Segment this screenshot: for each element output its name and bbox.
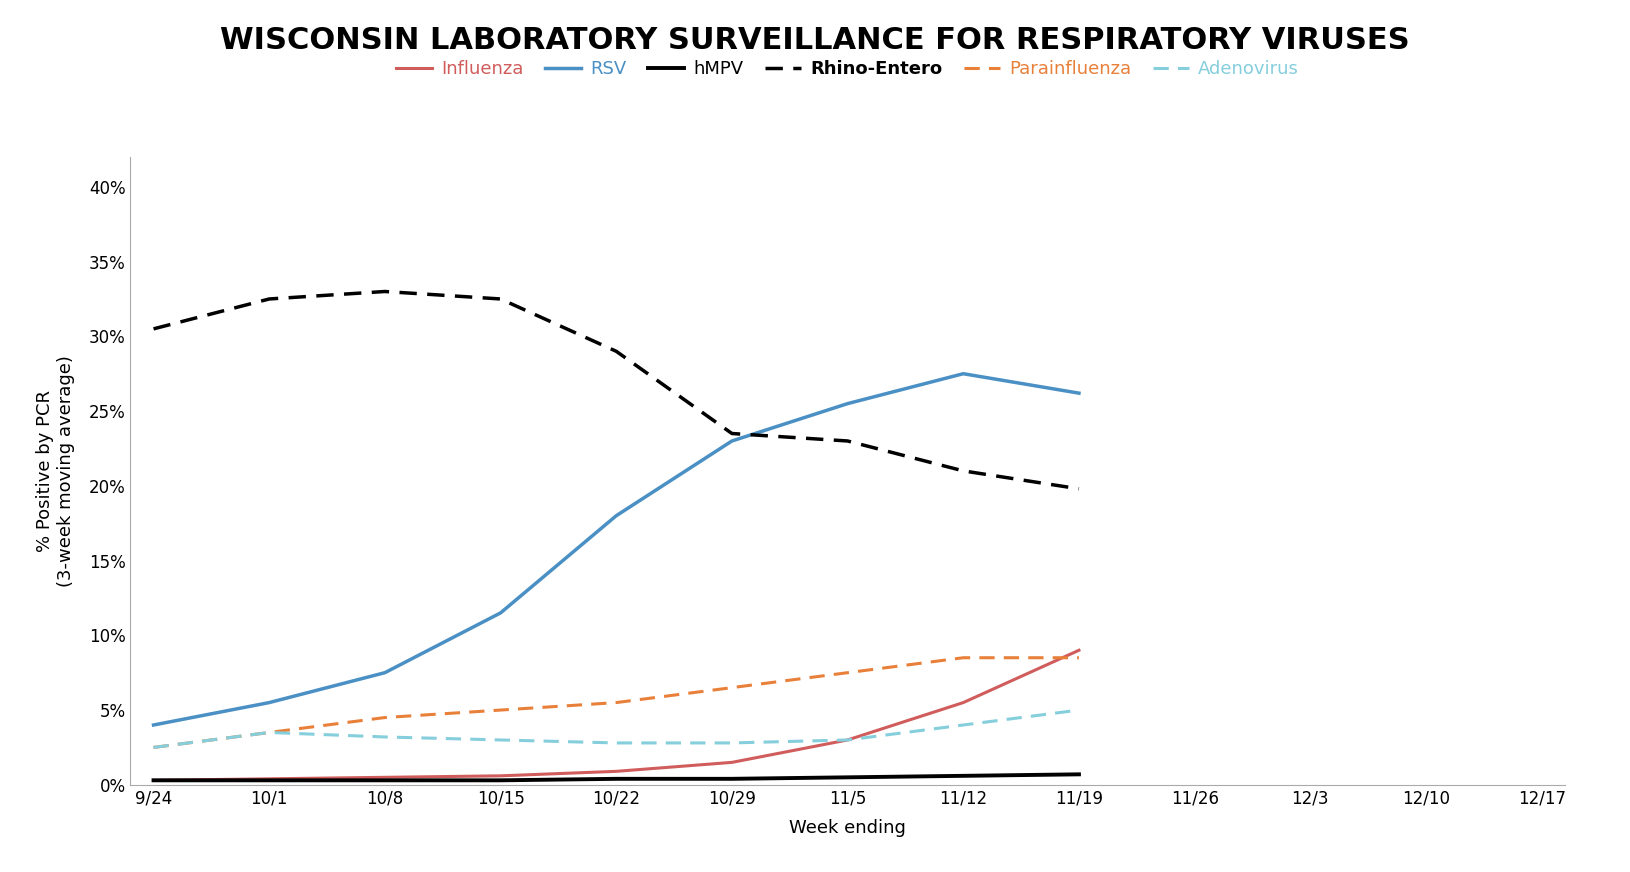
Parainfluenza bbox=[375, 712, 394, 723]
Parainfluenza bbox=[606, 698, 626, 708]
hMPV bbox=[143, 775, 163, 786]
Adenovirus bbox=[143, 742, 163, 753]
Parainfluenza bbox=[838, 667, 857, 678]
hMPV bbox=[375, 775, 394, 786]
Influenza bbox=[1069, 645, 1089, 656]
Adenovirus bbox=[1069, 705, 1089, 715]
Line: RSV: RSV bbox=[153, 374, 1079, 725]
Parainfluenza bbox=[1069, 652, 1089, 663]
RSV bbox=[375, 667, 394, 678]
Influenza bbox=[606, 766, 626, 777]
RSV bbox=[143, 719, 163, 730]
Influenza bbox=[143, 775, 163, 786]
Influenza bbox=[375, 772, 394, 782]
hMPV bbox=[606, 773, 626, 784]
Influenza bbox=[838, 735, 857, 746]
RSV bbox=[838, 399, 857, 409]
Influenza bbox=[722, 757, 742, 767]
Adenovirus bbox=[606, 738, 626, 748]
hMPV bbox=[954, 771, 973, 781]
Parainfluenza bbox=[491, 705, 510, 715]
RSV bbox=[722, 436, 742, 446]
RSV bbox=[606, 510, 626, 521]
Parainfluenza bbox=[259, 727, 279, 738]
Line: Parainfluenza: Parainfluenza bbox=[153, 657, 1079, 747]
Influenza bbox=[954, 698, 973, 708]
Parainfluenza bbox=[722, 683, 742, 693]
Influenza bbox=[259, 773, 279, 784]
RSV bbox=[954, 369, 973, 379]
Rhino-Entero bbox=[606, 346, 626, 357]
Rhino-Entero bbox=[722, 428, 742, 439]
hMPV bbox=[838, 772, 857, 782]
Line: hMPV: hMPV bbox=[153, 774, 1079, 780]
Legend: Influenza, RSV, hMPV, Rhino-Entero, Parainfluenza, Adenovirus: Influenza, RSV, hMPV, Rhino-Entero, Para… bbox=[390, 53, 1306, 85]
Text: WISCONSIN LABORATORY SURVEILLANCE FOR RESPIRATORY VIRUSES: WISCONSIN LABORATORY SURVEILLANCE FOR RE… bbox=[220, 26, 1410, 55]
Adenovirus bbox=[954, 719, 973, 730]
Rhino-Entero bbox=[375, 286, 394, 296]
Adenovirus bbox=[838, 735, 857, 746]
Rhino-Entero bbox=[143, 324, 163, 334]
hMPV bbox=[722, 773, 742, 784]
Adenovirus bbox=[722, 738, 742, 748]
Rhino-Entero bbox=[1069, 484, 1089, 494]
Line: Rhino-Entero: Rhino-Entero bbox=[153, 291, 1079, 489]
Rhino-Entero bbox=[838, 436, 857, 446]
Y-axis label: % Positive by PCR
(3-week moving average): % Positive by PCR (3-week moving average… bbox=[36, 355, 75, 587]
Adenovirus bbox=[259, 727, 279, 738]
Rhino-Entero bbox=[954, 466, 973, 476]
Rhino-Entero bbox=[259, 294, 279, 304]
Adenovirus bbox=[491, 735, 510, 746]
RSV bbox=[1069, 388, 1089, 399]
hMPV bbox=[1069, 769, 1089, 780]
Line: Influenza: Influenza bbox=[153, 651, 1079, 780]
hMPV bbox=[259, 775, 279, 786]
Adenovirus bbox=[375, 732, 394, 742]
Line: Adenovirus: Adenovirus bbox=[153, 710, 1079, 747]
Rhino-Entero bbox=[491, 294, 510, 304]
Influenza bbox=[491, 771, 510, 781]
hMPV bbox=[491, 775, 510, 786]
X-axis label: Week ending: Week ending bbox=[789, 819, 906, 837]
Parainfluenza bbox=[143, 742, 163, 753]
RSV bbox=[491, 608, 510, 618]
RSV bbox=[259, 698, 279, 708]
Parainfluenza bbox=[954, 652, 973, 663]
